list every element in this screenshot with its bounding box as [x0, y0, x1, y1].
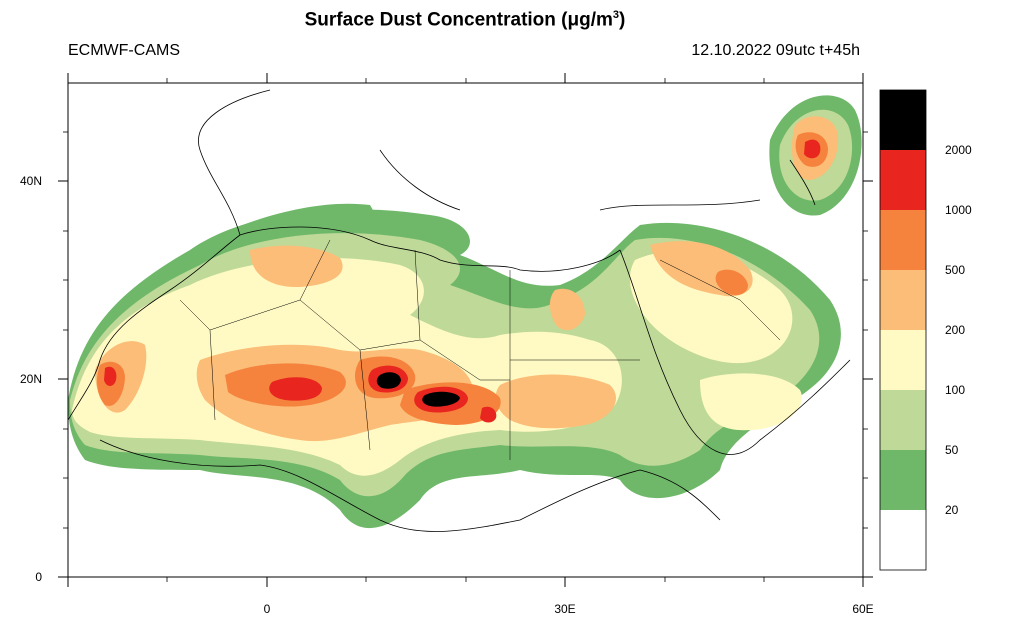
colorbar-label: 50 [945, 443, 959, 457]
dust-field [68, 89, 862, 532]
colorbar-label: 100 [945, 383, 966, 397]
colorbar-label: 200 [945, 323, 966, 337]
axis-ticks [58, 73, 873, 587]
country-borders [179, 239, 781, 460]
colorbar-label: 1000 [945, 203, 972, 217]
colorbar-box-2000 [880, 90, 926, 150]
colorbar [879, 89, 927, 571]
colorbar-label: 2000 [945, 143, 972, 157]
x-tick-label: 30E [554, 602, 576, 616]
y-tick-label: 0 [35, 570, 42, 584]
colorbar-label: 20 [945, 503, 959, 517]
y-tick-label: 40N [19, 174, 42, 188]
run-time-label: 12.10.2022 09utc t+45h [691, 42, 860, 59]
colorbar-box-200 [880, 270, 926, 330]
colorbar-box-20 [880, 450, 926, 510]
x-tick-label: 0 [263, 602, 271, 616]
colorbar-box-100 [880, 330, 926, 390]
colorbar-box-500 [880, 210, 926, 270]
colorbar-box-1000 [880, 150, 926, 210]
colorbar-box-50 [880, 390, 926, 450]
y-tick-label: 20N [19, 372, 42, 386]
model-label: ECMWF-CAMS [68, 42, 180, 59]
colorbar-label: 500 [945, 263, 966, 277]
minor-ticks [63, 78, 868, 582]
colorbar-box-0 [880, 510, 926, 570]
coastlines [68, 89, 851, 532]
dust-level-2000 [376, 372, 460, 407]
x-tick-label: 60E [852, 602, 874, 616]
map-title: Surface Dust Concentration (μg/m3) [304, 9, 626, 31]
